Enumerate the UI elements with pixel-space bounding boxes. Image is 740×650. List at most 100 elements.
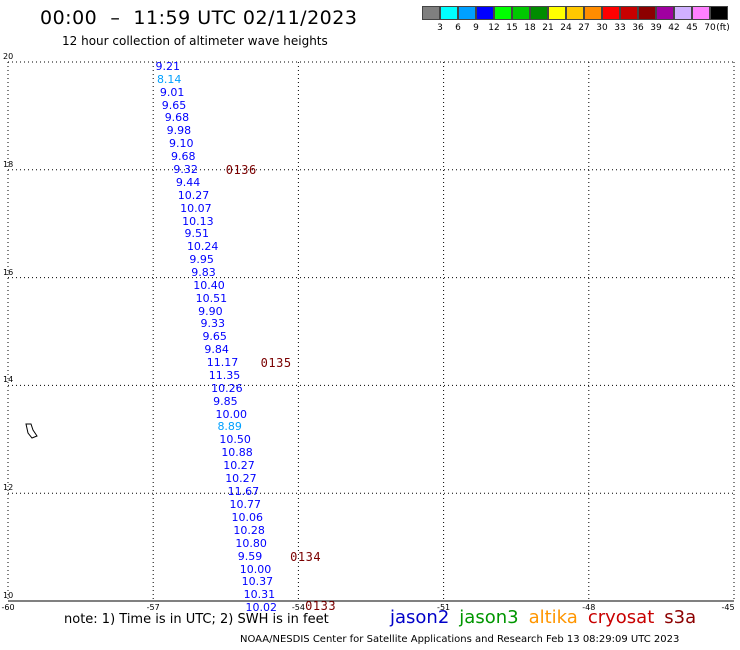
- wave-height-value: 11.17: [206, 356, 239, 370]
- wave-height-value: 9.85: [213, 395, 238, 409]
- wave-height-value: 9.33: [200, 317, 226, 331]
- legend-label: 36: [632, 23, 644, 33]
- wave-height-value: 10.80: [235, 536, 267, 550]
- wave-height-value: 9.90: [198, 304, 223, 318]
- lat-tick-label: 10: [3, 591, 14, 600]
- satellite-name: jason3: [459, 607, 519, 628]
- wave-height-value: 8.14: [156, 72, 182, 86]
- legend-label: 30: [596, 23, 608, 33]
- legend-units: (ft): [716, 23, 730, 33]
- wave-height-value: 10.13: [182, 214, 214, 228]
- wave-height-value: 10.27: [223, 459, 255, 473]
- wave-height-value: 10.40: [193, 278, 225, 292]
- wave-height-value: 9.83: [191, 265, 216, 279]
- lon-tick-label: -48: [582, 603, 596, 612]
- wave-height-value: 10.28: [233, 523, 265, 537]
- wave-height-value: 9.68: [164, 111, 190, 125]
- wave-height-value: 10.00: [239, 562, 272, 576]
- lon-tick-label: -51: [437, 603, 451, 612]
- wave-height-value: 9.65: [161, 98, 187, 112]
- legend-swatch: [638, 6, 656, 20]
- satellite-legend: jason2 jason3 altika cryosat s3a: [390, 607, 706, 628]
- wave-height-value: 10.51: [195, 291, 228, 305]
- legend-swatch: [566, 6, 584, 20]
- wave-height-value: 10.27: [177, 188, 210, 202]
- wave-height-value: 10.77: [229, 498, 262, 512]
- wave-height-value: 9.95: [189, 253, 214, 267]
- legend-label: 18: [524, 23, 536, 33]
- wave-height-value: 11.35: [208, 369, 241, 383]
- wave-height-value: 10.24: [186, 240, 219, 254]
- lat-tick-label: 14: [3, 375, 14, 385]
- legend-label: 6: [455, 23, 461, 33]
- legend-swatch: [548, 6, 566, 20]
- legend-swatch: [476, 6, 494, 20]
- credit-line: NOAA/NESDIS Center for Satellite Applica…: [240, 634, 680, 645]
- satellite-name: s3a: [664, 607, 697, 628]
- pass-time-label: 0134: [290, 549, 322, 564]
- pass-time-label: 0135: [260, 356, 292, 371]
- wave-height-value: 9.01: [159, 85, 185, 99]
- wave-height-value: 9.59: [237, 549, 263, 563]
- satellite-name: jason2: [390, 607, 450, 628]
- legend-label: 27: [578, 23, 590, 33]
- pass-time-label: 0136: [225, 162, 257, 177]
- lon-tick-label: -57: [146, 603, 160, 612]
- legend-label: 15: [506, 23, 518, 33]
- legend-swatch: [656, 6, 674, 20]
- wave-height-value: 10.27: [225, 472, 257, 486]
- wave-height-value: 10.02: [245, 601, 278, 614]
- legend-swatch: [620, 6, 638, 20]
- wave-height-value: 9.32: [173, 162, 198, 176]
- wave-height-value: 10.06: [231, 510, 263, 524]
- wave-height-value: 9.84: [204, 343, 229, 357]
- wave-height-value: 8.89: [217, 420, 242, 434]
- page-subtitle: 12 hour collection of altimeter wave hei…: [62, 34, 328, 48]
- lon-tick-label: -60: [1, 603, 15, 612]
- legend-label: 3: [437, 23, 443, 33]
- wave-height-value: 9.65: [202, 330, 227, 344]
- legend-label: 12: [488, 23, 500, 33]
- legend-label: 42: [668, 23, 680, 33]
- wave-height-value: 9.44: [175, 175, 201, 189]
- lat-tick-label: 18: [3, 159, 14, 169]
- lat-tick-label: 16: [3, 267, 14, 277]
- wave-height-value: 10.00: [215, 408, 248, 422]
- wave-height-value: 10.26: [211, 382, 243, 396]
- wave-height-value: 9.51: [184, 227, 210, 241]
- island-outline: [25, 423, 38, 439]
- legend-swatch: [512, 6, 530, 20]
- wave-height-value: 9.21: [155, 59, 180, 73]
- lat-lon-grid: [7, 61, 735, 602]
- wave-height-value: 9.98: [166, 123, 192, 137]
- wave-height-value: 10.50: [219, 433, 251, 447]
- satellite-name: cryosat: [587, 607, 655, 628]
- legend-swatch: [674, 6, 692, 20]
- wave-height-value: 9.10: [169, 136, 194, 150]
- satellite-name: altika: [528, 607, 578, 628]
- lat-tick-label: 20: [3, 52, 14, 61]
- legend-swatch: [692, 6, 710, 20]
- page-title: 00:00 – 11:59 UTC 02/11/2023: [40, 7, 358, 29]
- wave-height-value: 10.37: [241, 575, 274, 589]
- lat-tick-label: 12: [3, 483, 14, 493]
- legend-label: 45: [686, 23, 698, 33]
- legend-swatch: [494, 6, 512, 20]
- footer-note: note: 1) Time is in UTC; 2) SWH is in fe…: [64, 612, 329, 627]
- wave-height-value: 10.31: [243, 588, 276, 602]
- wave-height-value: 11.67: [227, 485, 260, 499]
- legend-label: 24: [560, 23, 572, 33]
- legend-swatch: [440, 6, 458, 20]
- lon-tick-label: -54: [291, 603, 305, 612]
- legend-label: 9: [473, 23, 479, 33]
- legend-label: 70: [704, 23, 716, 33]
- legend-label: 33: [614, 23, 626, 33]
- wave-height-value: 9.68: [170, 149, 196, 163]
- legend-swatch: [710, 6, 728, 20]
- legend-label: 39: [650, 23, 662, 33]
- legend-swatch: [530, 6, 548, 20]
- legend-swatch: [584, 6, 602, 20]
- wave-height-value: 10.88: [221, 446, 253, 460]
- wave-height-value: 10.07: [180, 201, 212, 215]
